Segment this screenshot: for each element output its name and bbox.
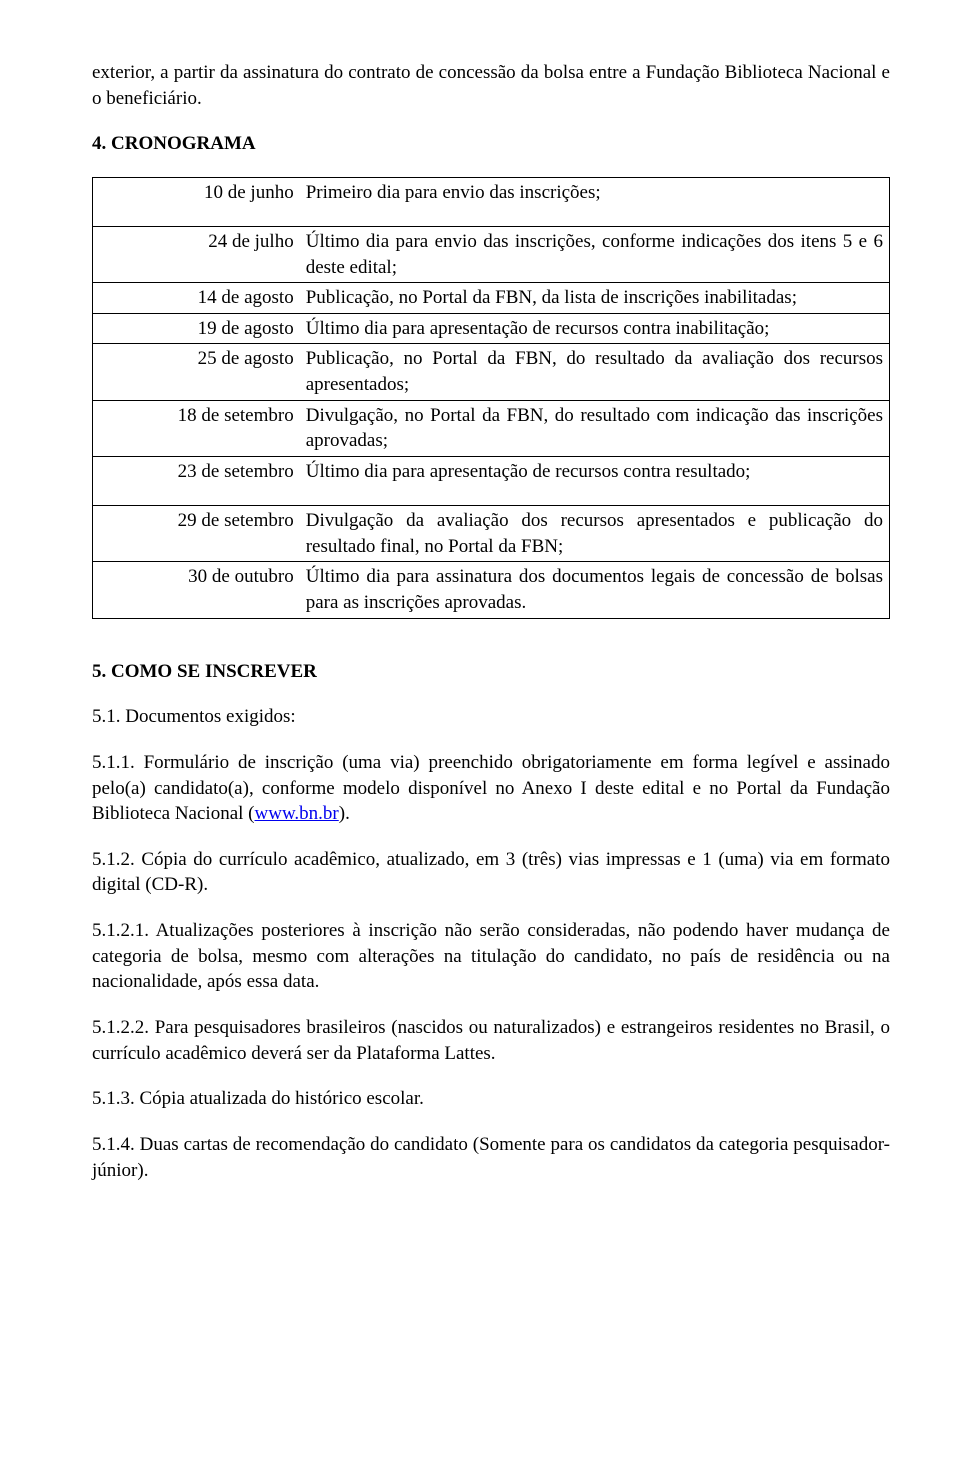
cronograma-table: 10 de junhoPrimeiro dia para envio das i… [92,177,890,619]
table-row: 29 de setembroDivulgação da avaliação do… [93,506,890,562]
p-5-1: 5.1. Documentos exigidos: [92,704,890,730]
link-bn-br[interactable]: www.bn.br [255,803,339,824]
p-5-1-1-a: 5.1.1. Formulário de inscrição (uma via)… [92,752,890,824]
date-cell: 18 de setembro [93,400,300,456]
date-cell: 30 de outubro [93,562,300,618]
table-row: 30 de outubroÚltimo dia para assinatura … [93,562,890,618]
date-cell: 23 de setembro [93,457,300,506]
desc-cell: Publicação, no Portal da FBN, da lista d… [300,283,890,314]
p-5-1-1: 5.1.1. Formulário de inscrição (uma via)… [92,750,890,827]
date-cell: 10 de junho [93,177,300,226]
p-5-1-1-b: ). [339,803,350,824]
p-5-1-3: 5.1.3. Cópia atualizada do histórico esc… [92,1086,890,1112]
table-row: 23 de setembroÚltimo dia para apresentaç… [93,457,890,506]
desc-cell: Divulgação da avaliação dos recursos apr… [300,506,890,562]
desc-cell: Último dia para apresentação de recursos… [300,457,890,506]
table-row: 14 de agostoPublicação, no Portal da FBN… [93,283,890,314]
table-row: 24 de julhoÚltimo dia para envio das ins… [93,226,890,282]
date-cell: 14 de agosto [93,283,300,314]
intro-text: exterior, a partir da assinatura do cont… [92,60,890,111]
table-row: 10 de junhoPrimeiro dia para envio das i… [93,177,890,226]
date-cell: 24 de julho [93,226,300,282]
desc-cell: Publicação, no Portal da FBN, do resulta… [300,344,890,400]
desc-cell: Primeiro dia para envio das inscrições; [300,177,890,226]
date-cell: 25 de agosto [93,344,300,400]
desc-cell: Último dia para envio das inscrições, co… [300,226,890,282]
date-cell: 29 de setembro [93,506,300,562]
section-4-title: 4. CRONOGRAMA [92,131,890,157]
p-5-1-2-2: 5.1.2.2. Para pesquisadores brasileiros … [92,1015,890,1066]
section-5-title: 5. COMO SE INSCREVER [92,659,890,685]
table-row: 25 de agostoPublicação, no Portal da FBN… [93,344,890,400]
table-row: 19 de agostoÚltimo dia para apresentação… [93,313,890,344]
p-5-1-2-1: 5.1.2.1. Atualizações posteriores à insc… [92,918,890,995]
desc-cell: Último dia para apresentação de recursos… [300,313,890,344]
desc-cell: Divulgação, no Portal da FBN, do resulta… [300,400,890,456]
p-5-1-2: 5.1.2. Cópia do currículo acadêmico, atu… [92,847,890,898]
date-cell: 19 de agosto [93,313,300,344]
p-5-1-4: 5.1.4. Duas cartas de recomendação do ca… [92,1132,890,1183]
table-row: 18 de setembroDivulgação, no Portal da F… [93,400,890,456]
desc-cell: Último dia para assinatura dos documento… [300,562,890,618]
